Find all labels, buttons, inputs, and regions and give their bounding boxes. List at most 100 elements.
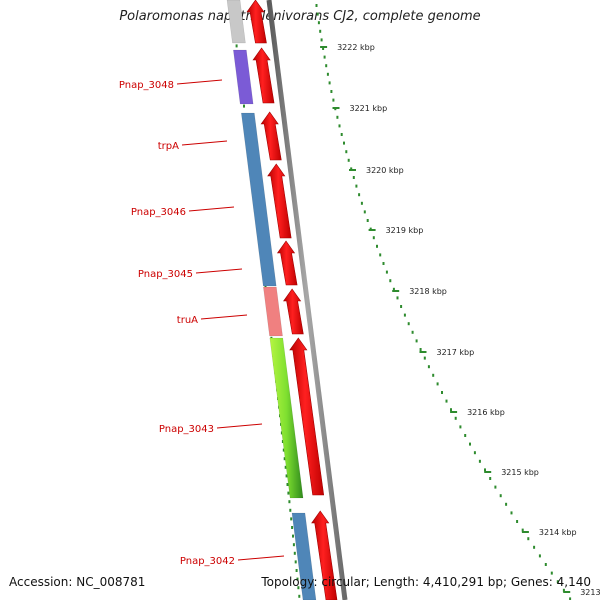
scale-tick-label: 3217 kbp bbox=[437, 348, 475, 357]
minor-tick bbox=[360, 201, 363, 205]
major-tick bbox=[484, 471, 492, 473]
minor-tick bbox=[282, 448, 285, 452]
minor-tick bbox=[419, 348, 422, 351]
scale-tick-label: 3219 kbp bbox=[386, 226, 424, 235]
minor-tick bbox=[445, 399, 448, 403]
minor-tick bbox=[347, 158, 350, 162]
minor-tick bbox=[459, 425, 462, 429]
minor-tick bbox=[389, 279, 392, 283]
minor-tick bbox=[243, 104, 245, 108]
cds-arrow bbox=[283, 288, 304, 335]
minor-tick bbox=[315, 4, 318, 7]
minor-tick bbox=[478, 459, 481, 463]
minor-tick bbox=[326, 72, 329, 76]
genome-backbone bbox=[266, 0, 348, 600]
minor-tick bbox=[320, 38, 323, 42]
minor-tick bbox=[287, 491, 290, 495]
cds-arrow bbox=[267, 163, 292, 239]
minor-tick bbox=[392, 287, 395, 291]
minor-tick bbox=[521, 528, 524, 532]
minor-tick bbox=[510, 511, 513, 515]
major-tick bbox=[563, 591, 571, 593]
minor-tick bbox=[533, 545, 536, 549]
gene-label: trpA bbox=[158, 141, 179, 152]
minor-tick bbox=[400, 305, 403, 308]
minor-tick bbox=[376, 244, 378, 248]
minor-tick bbox=[527, 537, 530, 541]
minor-tick bbox=[281, 440, 284, 443]
minor-tick bbox=[538, 554, 541, 558]
scale-tick-label: 3215 kbp bbox=[501, 468, 539, 477]
minor-tick bbox=[350, 167, 353, 171]
gene-feature bbox=[263, 286, 283, 337]
minor-tick bbox=[489, 477, 492, 480]
gene-feature bbox=[291, 512, 317, 600]
minor-tick bbox=[358, 193, 361, 197]
gene-label-leader bbox=[200, 314, 248, 320]
minor-tick bbox=[423, 356, 426, 360]
scale-tick-label: 3222 kbp bbox=[337, 43, 375, 52]
gene-features bbox=[226, 0, 317, 600]
scale-tick-label: 3221 kbp bbox=[350, 104, 388, 113]
map-title: Polaromonas naphthalenivorans CJ2, compl… bbox=[119, 9, 481, 24]
scale-tick-label: 3213 kbp bbox=[580, 588, 600, 597]
minor-tick bbox=[441, 391, 443, 394]
minor-tick bbox=[343, 141, 345, 145]
minor-tick bbox=[363, 210, 366, 214]
minor-tick bbox=[285, 474, 288, 478]
gene-label: Pnap_3042 bbox=[180, 556, 235, 567]
major-tick bbox=[320, 46, 328, 48]
minor-tick bbox=[296, 577, 299, 581]
gene-feature bbox=[226, 0, 246, 44]
minor-tick bbox=[323, 55, 326, 59]
minor-tick bbox=[336, 115, 339, 119]
minor-tick bbox=[569, 597, 572, 600]
minor-tick bbox=[516, 520, 519, 523]
major-tick bbox=[521, 531, 529, 533]
gene-label-leader bbox=[195, 268, 243, 274]
minor-tick bbox=[289, 508, 292, 512]
minor-tick bbox=[379, 253, 382, 257]
cds-arrow bbox=[252, 47, 275, 104]
minor-tick bbox=[382, 262, 385, 265]
minor-tick bbox=[407, 322, 410, 326]
minor-tick bbox=[298, 594, 301, 598]
accession-text: Accession: NC_008781 bbox=[9, 575, 146, 589]
minor-tick bbox=[494, 485, 497, 489]
gene-label: truA bbox=[177, 315, 198, 326]
minor-tick bbox=[317, 21, 320, 25]
minor-tick bbox=[290, 517, 293, 521]
minor-tick bbox=[292, 534, 294, 538]
minor-tick bbox=[403, 313, 406, 317]
cds-arrow bbox=[311, 510, 338, 600]
gene-label: Pnap_3048 bbox=[119, 80, 174, 91]
minor-tick bbox=[288, 500, 291, 504]
scale-tick-label: 3218 kbp bbox=[409, 287, 447, 296]
minor-tick bbox=[355, 184, 358, 188]
minor-tick bbox=[293, 551, 296, 555]
minor-tick bbox=[385, 270, 388, 274]
cds-arrow bbox=[276, 240, 298, 286]
minor-tick bbox=[316, 12, 319, 16]
minor-tick bbox=[396, 296, 399, 300]
gene-labels: Pnap_3048 trpA Pnap_3046 Pnap_3045 truA Pnap_… bbox=[119, 79, 285, 567]
minor-tick bbox=[264, 285, 267, 289]
minor-tick bbox=[464, 434, 467, 437]
gene-feature bbox=[241, 112, 277, 287]
minor-tick bbox=[411, 330, 414, 334]
gene-label-leader bbox=[216, 423, 263, 429]
cds-arrow bbox=[289, 337, 325, 496]
minor-tick bbox=[325, 64, 328, 68]
minor-tick bbox=[345, 150, 348, 154]
minor-tick bbox=[562, 588, 565, 592]
minor-tick bbox=[372, 236, 375, 240]
minor-tick bbox=[366, 219, 369, 222]
minor-tick bbox=[436, 382, 439, 386]
minor-tick bbox=[556, 580, 559, 584]
gene-label: Pnap_3045 bbox=[138, 269, 193, 280]
minor-tick bbox=[294, 560, 297, 564]
scale-tick-label: 3220 kbp bbox=[366, 166, 404, 175]
cds-arrow bbox=[246, 0, 267, 44]
scale-tick-label: 3214 kbp bbox=[539, 528, 577, 537]
